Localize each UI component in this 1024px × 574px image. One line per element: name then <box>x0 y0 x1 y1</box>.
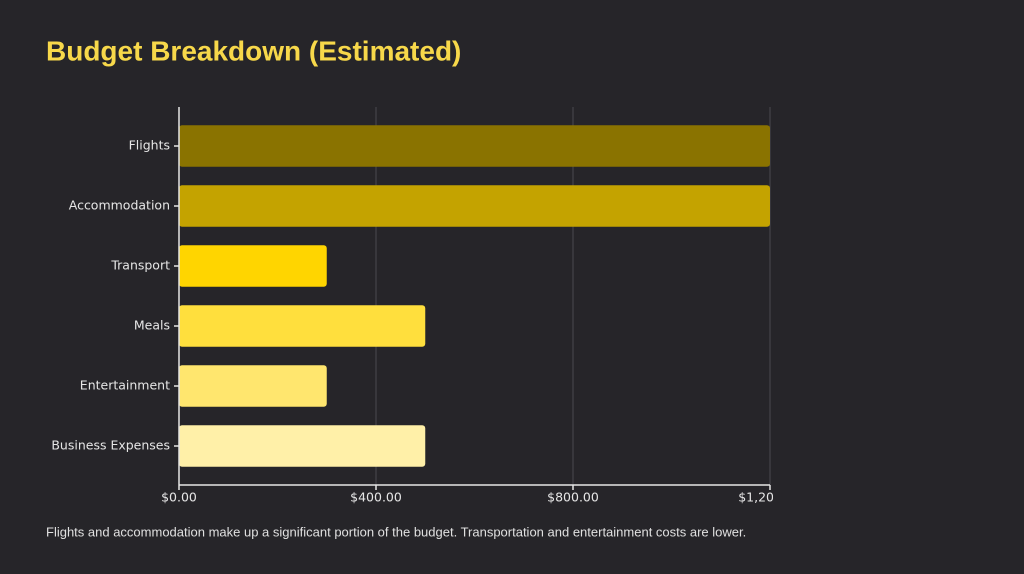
bar <box>179 305 426 347</box>
bar <box>179 245 327 287</box>
y-tick-label: Flights <box>129 138 170 153</box>
bar <box>179 125 770 167</box>
chart-title: Budget Breakdown (Estimated) <box>46 35 461 66</box>
x-tick-label: $1,200.00 <box>738 490 802 505</box>
y-tick-label: Transport <box>110 258 170 273</box>
y-tick-label: Accommodation <box>69 198 170 213</box>
bar <box>179 365 327 407</box>
plot: $0.00 $400.00 $800.00 $1,200.00 Flights Accom… <box>51 107 802 505</box>
x-tick-label: $800.00 <box>547 490 599 505</box>
x-tick-label: $0.00 <box>161 490 197 505</box>
x-tick-label: $400.00 <box>350 490 402 505</box>
bar <box>179 185 770 227</box>
caption: Flights and accommodation make up a sign… <box>46 524 746 539</box>
y-tick-label: Entertainment <box>80 378 170 393</box>
bar <box>179 425 426 467</box>
y-tick-label: Business Expenses <box>51 438 170 453</box>
y-tick-label: Meals <box>134 318 170 333</box>
